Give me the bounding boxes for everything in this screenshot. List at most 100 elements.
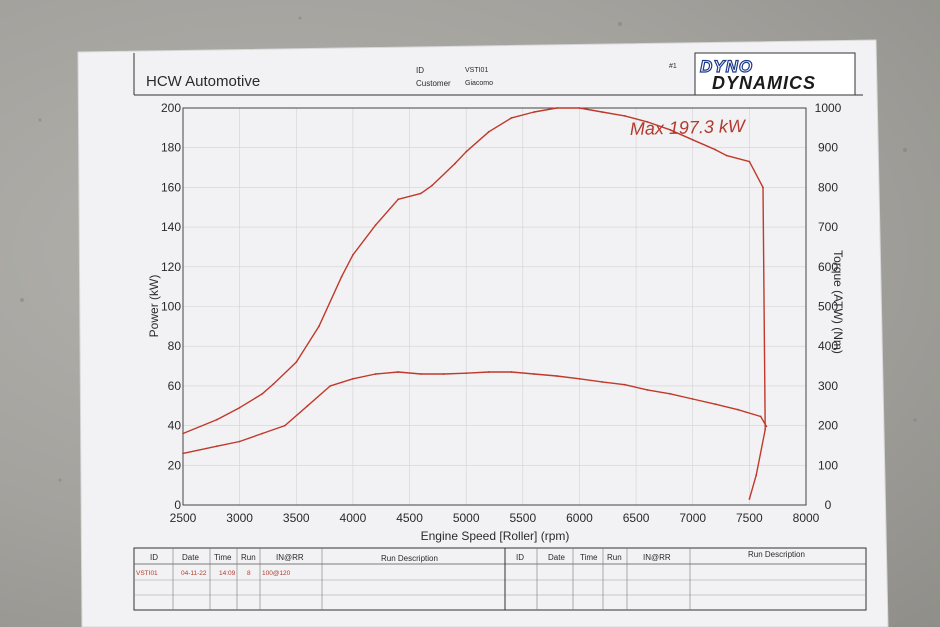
torque-point	[646, 389, 649, 391]
y2-tick-label: 700	[818, 220, 838, 234]
torque-point	[420, 373, 422, 375]
y-tick-label: 200	[161, 101, 181, 115]
torque-point	[284, 424, 286, 427]
torque-point	[306, 404, 309, 407]
y2-axis-label: Torque (ATW) (Nm)	[831, 250, 845, 354]
torque-point	[623, 383, 626, 386]
y-axis-label: Power (kW)	[147, 275, 161, 338]
torque-point	[442, 373, 445, 375]
y2-tick-label: 900	[818, 141, 838, 155]
x-tick-label: 6500	[623, 511, 650, 525]
torque-point	[759, 415, 762, 418]
torque-point	[374, 373, 377, 375]
power-point	[755, 474, 758, 477]
x-tick-label: 5000	[453, 511, 480, 525]
torque-point	[601, 381, 603, 383]
y-tick-label: 20	[168, 458, 182, 472]
power-point	[216, 418, 218, 421]
torque-point	[714, 403, 717, 406]
power-point	[487, 130, 490, 133]
torque-point	[555, 375, 558, 377]
power-point	[420, 192, 422, 195]
x-tick-label: 3500	[283, 511, 310, 525]
y-tick-label: 180	[161, 141, 181, 155]
table-header-date-2: Date	[548, 553, 565, 562]
svg-text:DYNAMICS: DYNAMICS	[712, 73, 816, 93]
torque-point	[238, 440, 241, 443]
power-point	[764, 428, 767, 431]
svg-text:DYNO: DYNO	[700, 57, 753, 76]
y-tick-label: 160	[161, 180, 181, 194]
id-value: VSTI01	[465, 67, 488, 74]
torque-point	[397, 371, 400, 373]
x-tick-label: 4000	[340, 511, 367, 525]
chart-axes: 2500 3000 3500 4000 4500 5000 5500 6000 6500 7000…	[161, 101, 842, 525]
table-header-inrr: IN@RR	[276, 553, 304, 562]
x-axis-label: Engine Speed [Roller] (rpm)	[421, 529, 570, 543]
power-point	[238, 406, 241, 409]
power-point	[578, 107, 581, 109]
torque-point	[737, 408, 739, 411]
customer-label: Customer	[416, 79, 451, 88]
power-point	[748, 160, 751, 163]
y2-tick-label: 100	[818, 458, 838, 472]
power-point	[646, 121, 649, 123]
power-point	[352, 254, 354, 256]
y2-tick-label: 600	[818, 260, 838, 274]
x-tick-label: 5500	[509, 511, 536, 525]
max-power-annotation: Max 197.3 kW	[630, 116, 748, 139]
power-point	[295, 361, 298, 363]
power-point	[465, 150, 468, 153]
torque-point	[261, 432, 264, 435]
y2-tick-label: 400	[818, 339, 838, 353]
power-point	[714, 148, 717, 151]
x-tick-label: 8000	[793, 511, 820, 525]
table-cell-date: 04-11-22	[181, 570, 207, 577]
table-header-inrr-2: IN@RR	[643, 553, 671, 562]
x-tick-label: 6000	[566, 511, 593, 525]
torque-point	[669, 392, 671, 395]
y2-tick-label: 800	[818, 180, 838, 194]
torque-point	[691, 398, 694, 400]
torque-point	[216, 445, 218, 448]
x-tick-label: 4500	[396, 511, 423, 525]
y-tick-label: 120	[161, 260, 181, 274]
y2-tick-label: 500	[818, 300, 838, 314]
dyno-dynamics-logo: DYNO DYNAMICS	[694, 52, 856, 96]
power-point	[762, 186, 764, 189]
y2-tick-label: 200	[818, 419, 838, 433]
header: HCW Automotive ID VSTI01 Customer Giacom…	[133, 52, 863, 96]
y2-tick-label: 0	[825, 498, 832, 512]
table-header-run-2: Run	[607, 553, 622, 562]
y-tick-label: 60	[168, 379, 182, 393]
y-tick-label: 140	[161, 220, 181, 234]
chart-grid	[182, 107, 807, 506]
table-cell-run: 8	[247, 570, 251, 577]
table-cell-inrr: 100@120	[262, 570, 291, 577]
torque-point	[465, 372, 468, 375]
background-texture	[20, 16, 917, 482]
power-point	[623, 115, 626, 117]
torque-point	[182, 452, 184, 455]
torque-point	[765, 425, 768, 428]
customer-value: Giacomo	[465, 80, 493, 87]
y2-tick-label: 300	[818, 379, 838, 393]
x-tick-label: 7500	[736, 511, 763, 525]
torque-point	[329, 385, 332, 387]
table-header-time: Time	[214, 553, 232, 562]
x-tick-label: 3000	[226, 511, 253, 525]
table-header-run: Run	[241, 553, 256, 562]
power-point	[748, 498, 751, 500]
power-point	[601, 111, 603, 113]
company-name: HCW Automotive	[146, 73, 260, 90]
power-point	[182, 432, 184, 435]
x-tick-label: 7000	[679, 511, 706, 525]
torque-point	[533, 373, 535, 375]
id-label: ID	[416, 66, 424, 75]
paper-sheet	[77, 39, 889, 627]
power-curve	[182, 107, 766, 500]
power-point	[272, 383, 275, 385]
torque-point	[352, 377, 354, 380]
power-point	[374, 224, 377, 227]
